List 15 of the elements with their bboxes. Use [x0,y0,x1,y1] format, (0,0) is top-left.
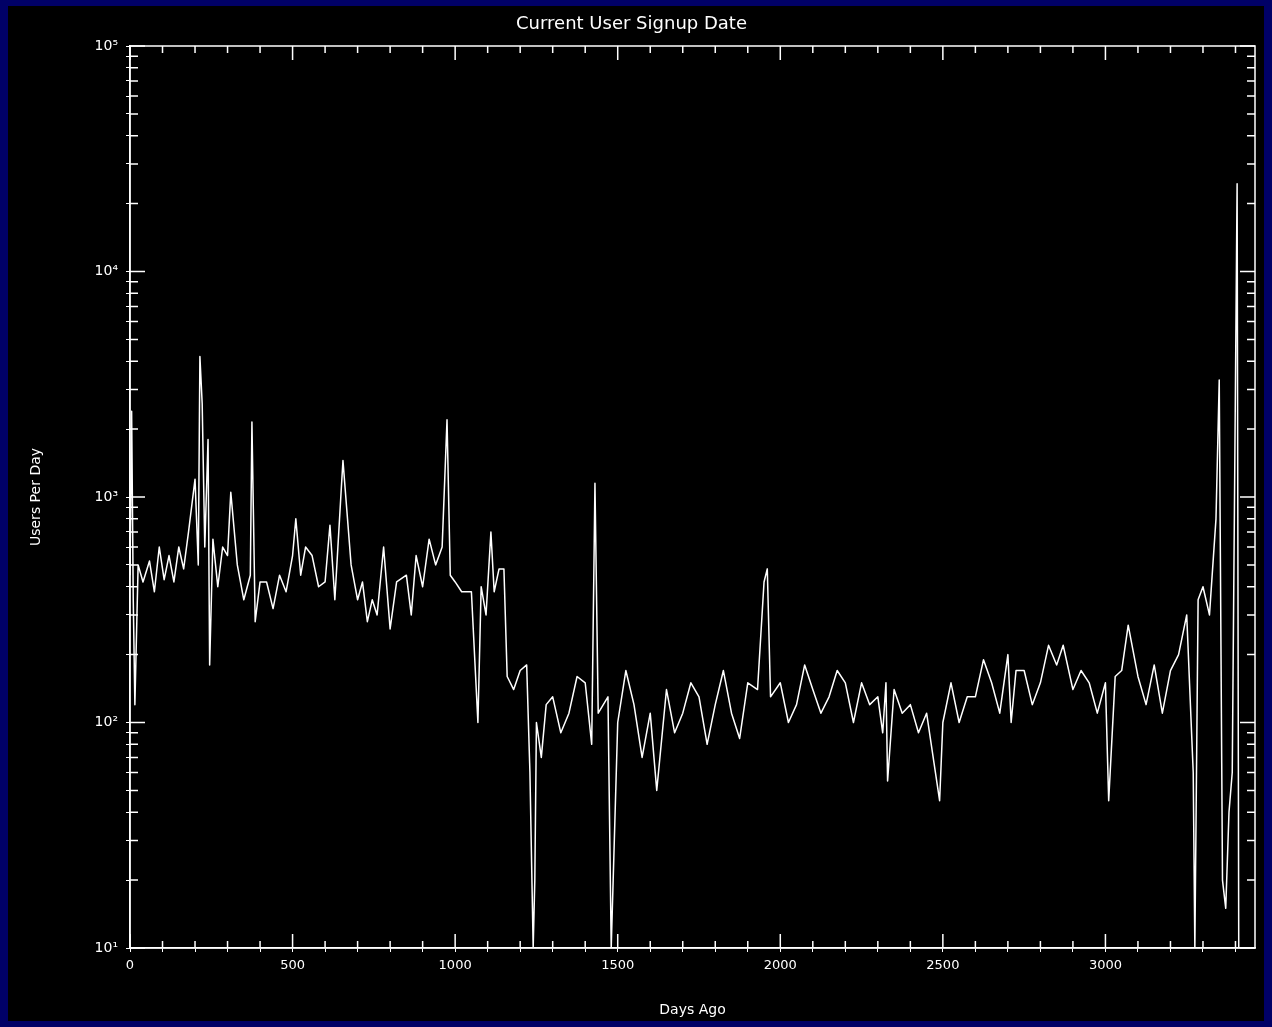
x-tick-label: 1000 [438,957,472,973]
y-tick-label: 10¹ [94,938,118,955]
x-tick-label: 2000 [763,957,797,973]
x-tick-label: 500 [280,957,305,973]
y-tick-label: 10³ [94,487,118,504]
x-tick-label: 2500 [926,957,960,973]
chart-title: Current User Signup Date [516,12,747,34]
y-tick-label: 10⁵ [94,36,118,53]
y-axis-title: Users Per Day [27,447,44,547]
x-tick-label: 1500 [601,957,635,973]
y-tick-label: 10⁴ [94,262,119,279]
x-tick-label: 3000 [1088,957,1122,973]
x-tick-label: 0 [125,957,135,973]
x-axis-title: Days Ago [659,1001,726,1018]
y-tick-label: 10² [94,713,118,730]
